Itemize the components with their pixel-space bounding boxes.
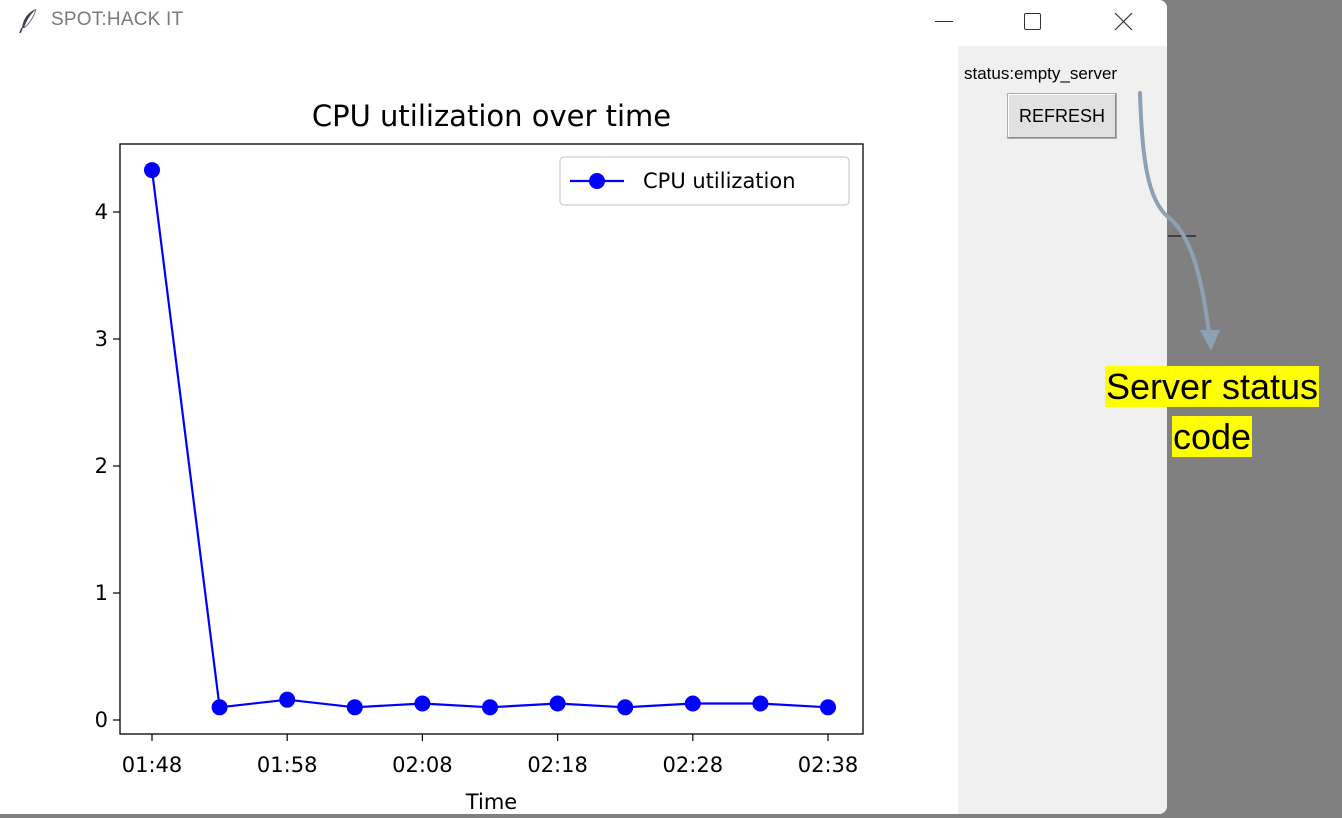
data-point [820, 699, 836, 716]
x-tick-label: 01:58 [257, 753, 318, 777]
x-axis-label: Time [465, 790, 517, 814]
plot-frame [119, 143, 864, 735]
data-point [211, 699, 228, 716]
data-point [482, 699, 498, 716]
y-tick-label: 4 [95, 200, 108, 224]
title-bar[interactable]: SPOT:HACK IT [0, 0, 1167, 46]
x-tick-label: 02:38 [798, 753, 859, 777]
x-tick-label: 01:48 [122, 753, 183, 777]
series-line [150, 169, 829, 709]
feather-icon [18, 8, 40, 34]
x-tick-label: 02:28 [663, 753, 724, 777]
cpu-chart: CPU utilization over time 0 1 2 3 4 01:48 01:58… [95, 99, 864, 814]
legend-label: CPU utilization [643, 169, 796, 193]
y-tick-label: 2 [95, 454, 108, 478]
data-point [346, 699, 363, 716]
maximize-button[interactable] [1010, 0, 1056, 44]
chart-canvas: CPU utilization over time 0 1 2 3 4 01:48 01:58… [0, 46, 958, 814]
data-point [414, 695, 431, 712]
chart-title: CPU utilization over time [312, 99, 671, 133]
annotation-line-1: Server status [1104, 366, 1320, 407]
data-point [752, 695, 769, 712]
side-panel: status:empty_server REFRESH [958, 46, 1167, 814]
data-point [279, 691, 296, 708]
refresh-button[interactable]: REFRESH [1007, 93, 1117, 139]
y-tick-label: 0 [95, 708, 108, 732]
status-label: status:empty_server [964, 64, 1118, 83]
legend-marker [589, 173, 605, 189]
data-point [617, 699, 634, 716]
data-point [549, 695, 566, 712]
y-tick-label: 3 [95, 327, 108, 351]
minimize-button[interactable] [920, 0, 966, 44]
window-title: SPOT:HACK IT [51, 9, 184, 30]
minimize-icon [935, 21, 953, 22]
annotation-line-2: code [1171, 416, 1253, 457]
maximize-icon [1024, 13, 1041, 30]
data-point [144, 162, 160, 179]
annotation-label: Server status code [1082, 362, 1342, 462]
y-tick-label: 1 [95, 581, 108, 605]
x-tick-label: 02:08 [392, 753, 453, 777]
legend-box [559, 156, 850, 206]
x-tick-label: 02:18 [527, 753, 588, 777]
close-icon [1114, 12, 1133, 31]
annotation-arrowhead [1200, 330, 1220, 351]
close-button[interactable] [1100, 0, 1146, 44]
data-point [684, 695, 701, 712]
app-window: SPOT:HACK IT CPU utilization over time 0 1… [0, 0, 1167, 814]
